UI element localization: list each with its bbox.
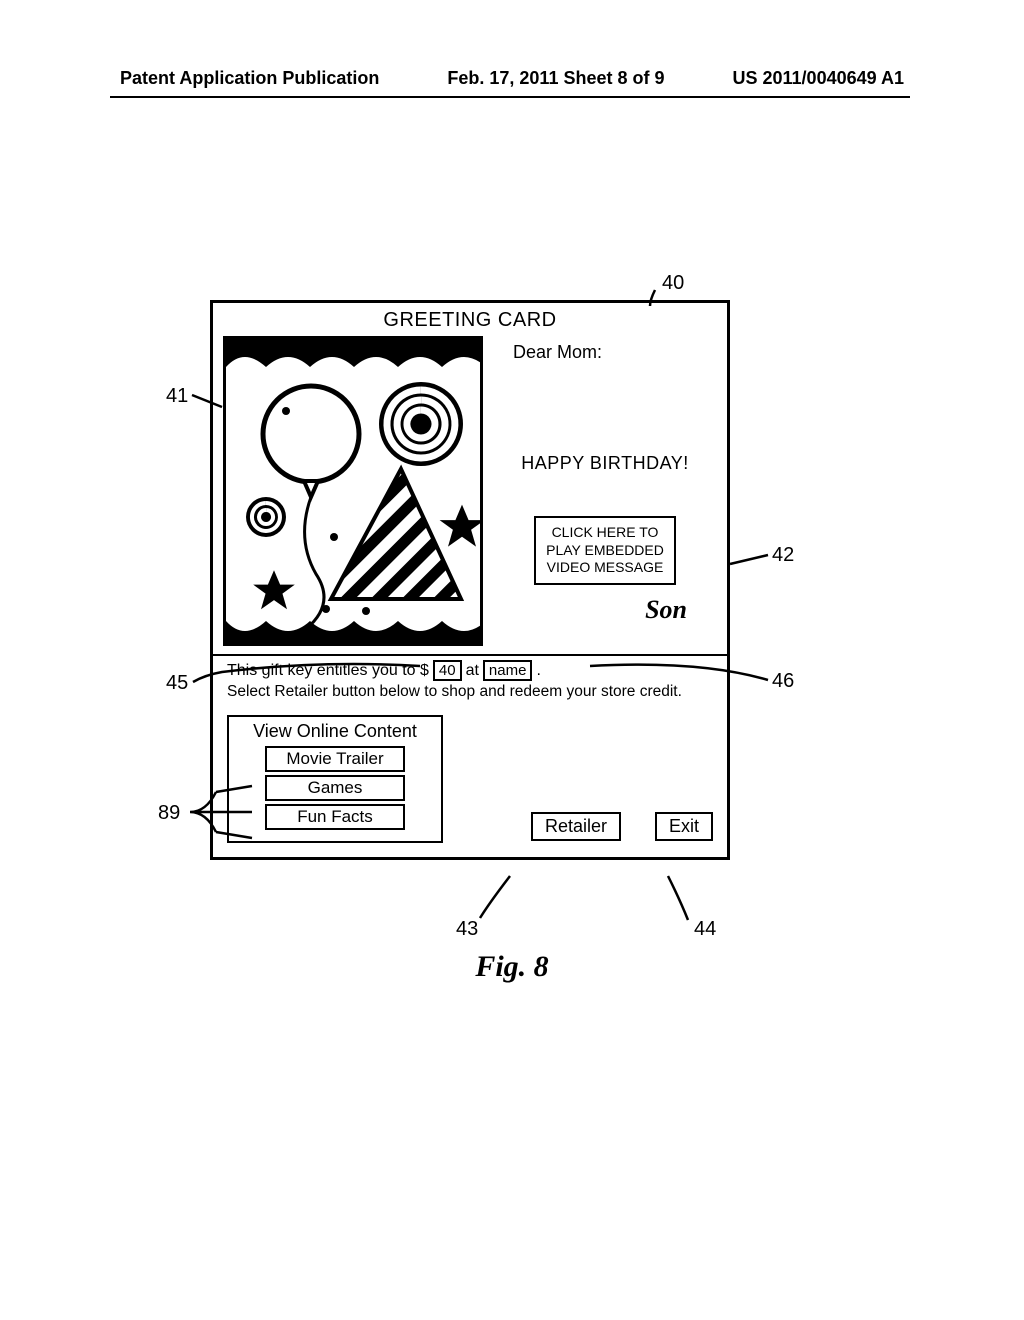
video-line2: PLAY EMBEDDED	[546, 542, 664, 560]
salutation: Dear Mom:	[513, 342, 602, 363]
card-lower: View Online Content Movie Trailer Games …	[213, 709, 727, 857]
gift-key-line: This gift key entitles you to $ 40 at na…	[213, 654, 727, 683]
ref-45: 45	[166, 672, 188, 695]
gift-at: at	[466, 662, 479, 680]
figure-caption: Fig. 8	[0, 950, 1024, 984]
lower-button-row: Retailer Exit	[531, 812, 713, 841]
gift-name-field[interactable]: name	[483, 660, 533, 681]
online-content-title: View Online Content	[237, 721, 433, 742]
gift-prefix: This gift key entitles you to $	[227, 662, 429, 680]
header-center: Feb. 17, 2011 Sheet 8 of 9	[447, 68, 664, 89]
greeting-text: HAPPY BIRTHDAY!	[521, 453, 689, 474]
movie-trailer-button[interactable]: Movie Trailer	[265, 746, 405, 772]
card-message-panel: Dear Mom: HAPPY BIRTHDAY! CLICK HERE TO …	[493, 336, 717, 646]
ref-89: 89	[158, 802, 180, 825]
online-content-panel: View Online Content Movie Trailer Games …	[227, 715, 443, 843]
video-line1: CLICK HERE TO	[546, 524, 664, 542]
ref-46: 46	[772, 670, 794, 693]
ref-41: 41	[166, 385, 188, 408]
ref-43: 43	[456, 918, 478, 941]
header-rule	[110, 96, 910, 98]
games-button[interactable]: Games	[265, 775, 405, 801]
ref-44: 44	[694, 918, 716, 941]
card-upper: Dear Mom: HAPPY BIRTHDAY! CLICK HERE TO …	[213, 336, 727, 654]
header-right: US 2011/0040649 A1	[733, 68, 904, 89]
card-image	[223, 336, 483, 646]
party-illustration	[226, 339, 483, 646]
retailer-button[interactable]: Retailer	[531, 812, 621, 841]
card-title: GREETING CARD	[213, 303, 727, 336]
video-line3: VIDEO MESSAGE	[546, 559, 664, 577]
figure-wrap: GREETING CARD	[210, 300, 730, 860]
exit-button[interactable]: Exit	[655, 812, 713, 841]
gift-amount-field[interactable]: 40	[433, 660, 462, 681]
fun-facts-button[interactable]: Fun Facts	[265, 804, 405, 830]
gift-period: .	[536, 662, 540, 680]
greeting-card-window: GREETING CARD	[210, 300, 730, 860]
page-header: Patent Application Publication Feb. 17, …	[0, 68, 1024, 89]
play-video-button[interactable]: CLICK HERE TO PLAY EMBEDDED VIDEO MESSAG…	[534, 516, 676, 585]
redeem-instruction: Select Retailer button below to shop and…	[213, 683, 727, 709]
ref-40: 40	[662, 272, 684, 295]
header-left: Patent Application Publication	[120, 68, 379, 89]
ref-42: 42	[772, 544, 794, 567]
signature: Son	[645, 595, 687, 625]
